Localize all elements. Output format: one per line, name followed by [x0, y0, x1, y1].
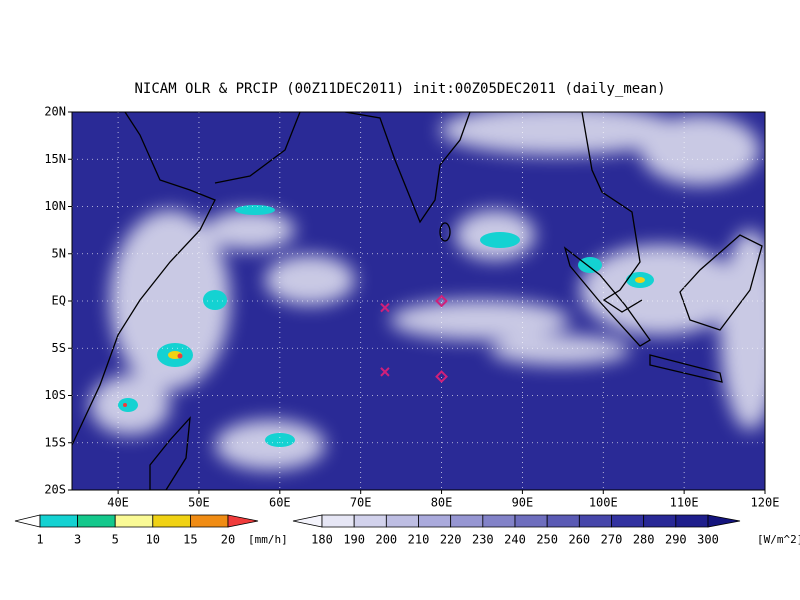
y-tick-label: 10N: [44, 199, 66, 213]
colorbar-label: 180: [311, 533, 333, 547]
y-tick-label: 15N: [44, 152, 66, 166]
marker: [435, 370, 448, 384]
y-tick-label: 20S: [44, 483, 66, 497]
colorbar-label: 210: [408, 533, 430, 547]
x-tick-label: 80E: [431, 496, 453, 510]
colorbar-label: 190: [343, 533, 365, 547]
marker: [435, 294, 448, 308]
colorbar-swatch: [152, 514, 191, 528]
colorbar-swatch: [292, 514, 323, 528]
colorbar-unit: [mm/h]: [248, 533, 288, 546]
y-tick-label: 10S: [44, 388, 66, 402]
colorbar-swatch: [321, 514, 355, 528]
axes: 40E 50E 60E 70E 80E 90E 100E 110E 120E 20N 15N 10N 5…: [44, 105, 779, 510]
colorbar-swatch: [578, 514, 612, 528]
colorbars: 1 3 5 10 15 20 [mm/h] 180 190 200 210 220 230 240 250 2…: [14, 514, 800, 547]
y-tick-label: 20N: [44, 105, 66, 119]
marker: [380, 367, 390, 377]
colorbar-label: 300: [697, 533, 719, 547]
x-tick-label: 50E: [188, 496, 210, 510]
y-tick-label: 15S: [44, 435, 66, 449]
x-tick-label: 120E: [751, 496, 780, 510]
colorbar-label: 10: [146, 533, 160, 547]
markers: [380, 294, 448, 384]
colorbar-swatch: [418, 514, 452, 528]
colorbar-label: 230: [472, 533, 494, 547]
colorbar-label: 5: [112, 533, 119, 547]
colorbar-label: 3: [74, 533, 81, 547]
x-tick-label: 90E: [512, 496, 534, 510]
colorbar-label: 15: [183, 533, 197, 547]
colorbar-swatch: [190, 514, 229, 528]
x-tick-label: 110E: [670, 496, 699, 510]
colorbar-swatch: [707, 514, 741, 528]
colorbar-label: 20: [221, 533, 235, 547]
colorbar-swatch: [77, 514, 116, 528]
map-field: [72, 112, 765, 490]
colorbar-swatch: [450, 514, 484, 528]
colorbar-label: 280: [633, 533, 655, 547]
colorbar-label: 220: [440, 533, 462, 547]
colorbar-label: 200: [375, 533, 397, 547]
colorbar-swatch: [611, 514, 645, 528]
colorbar-swatch: [643, 514, 677, 528]
y-tick-label: 5N: [52, 246, 66, 260]
title: NICAM OLR & PRCIP (00Z11DEC2011) init:00…: [134, 81, 665, 97]
colorbar-swatch: [675, 514, 709, 528]
colorbar-label: 270: [601, 533, 623, 547]
colorbar-swatch: [385, 514, 419, 528]
colorbar-swatch: [546, 514, 580, 528]
x-tick-label: 40E: [107, 496, 129, 510]
colorbar-swatch: [514, 514, 548, 528]
x-tick-label: 60E: [269, 496, 291, 510]
colorbar-label: 260: [568, 533, 590, 547]
colorbar-swatch: [482, 514, 516, 528]
y-tick-label: 5S: [52, 341, 66, 355]
marker: [380, 302, 390, 313]
colorbar-label: 1: [36, 533, 43, 547]
colorbar-label: 290: [665, 533, 687, 547]
colorbar-swatch: [14, 514, 41, 528]
y-tick-label: EQ: [52, 294, 66, 308]
colorbar-label: 240: [504, 533, 526, 547]
colorbar-unit: [W/m^2]: [757, 533, 800, 546]
x-tick-label: 70E: [350, 496, 372, 510]
colorbar-swatch: [227, 514, 259, 528]
x-tick-label: 100E: [589, 496, 618, 510]
colorbar-label: 250: [536, 533, 558, 547]
colorbar-swatch: [114, 514, 154, 528]
colorbar-swatch: [39, 514, 78, 528]
colorbar-swatch: [353, 514, 387, 528]
grid: [72, 112, 765, 490]
